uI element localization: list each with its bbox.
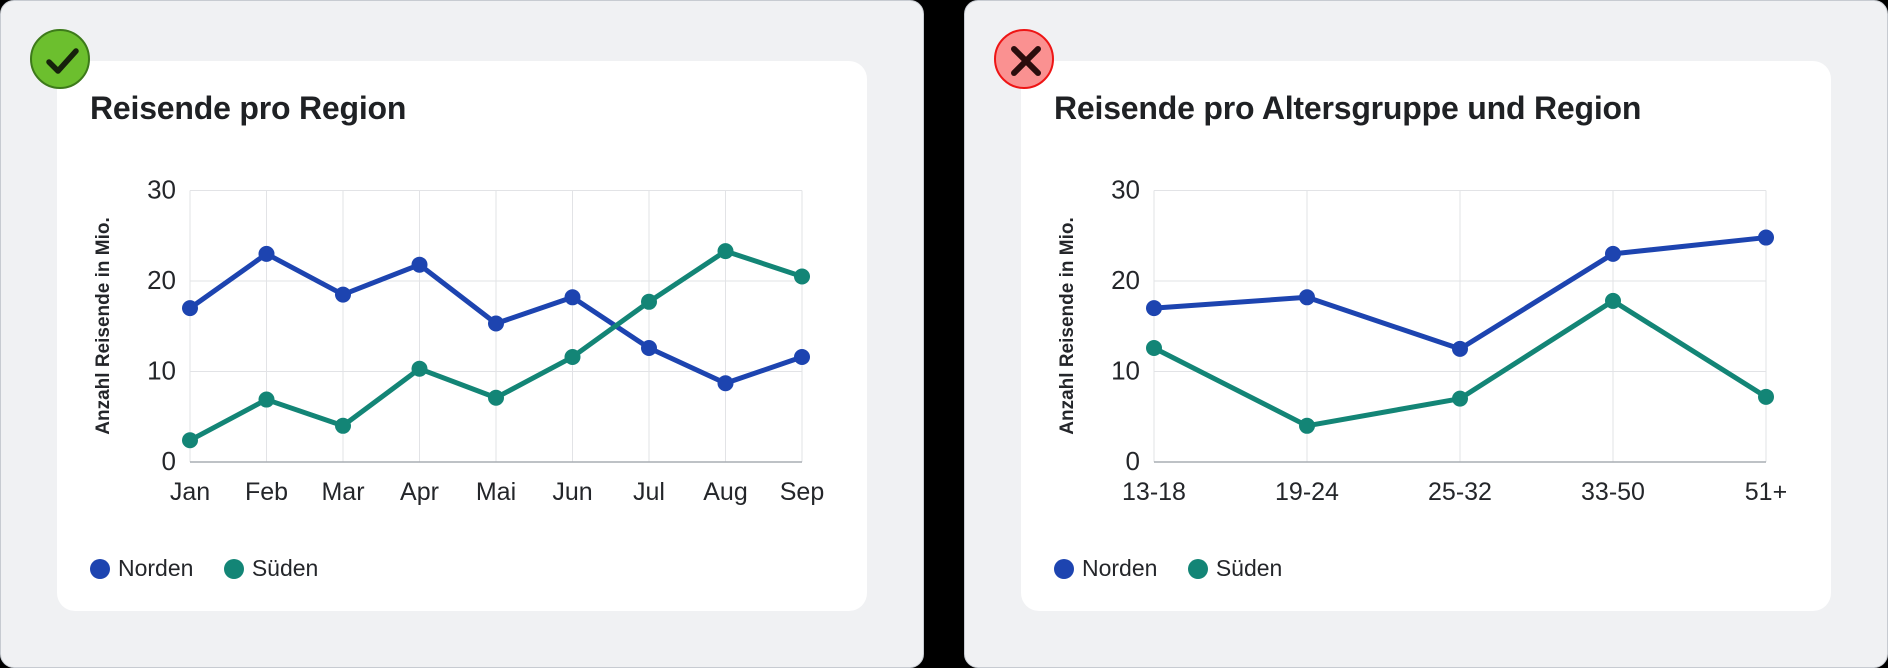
svg-text:Aug: Aug — [703, 478, 747, 506]
svg-text:30: 30 — [1111, 175, 1140, 205]
svg-text:19-24: 19-24 — [1275, 478, 1339, 506]
svg-text:10: 10 — [1111, 356, 1140, 386]
svg-text:30: 30 — [147, 175, 176, 205]
svg-text:Sep: Sep — [780, 478, 824, 506]
svg-text:25-32: 25-32 — [1428, 478, 1492, 506]
svg-text:20: 20 — [1111, 265, 1140, 295]
svg-text:Mar: Mar — [321, 478, 364, 506]
svg-text:10: 10 — [147, 356, 176, 386]
svg-text:0: 0 — [162, 446, 176, 476]
svg-text:Feb: Feb — [245, 478, 288, 506]
svg-text:Jul: Jul — [633, 478, 665, 506]
svg-text:0: 0 — [1126, 446, 1140, 476]
svg-text:Jun: Jun — [552, 478, 592, 506]
svg-text:20: 20 — [147, 265, 176, 295]
svg-text:33-50: 33-50 — [1581, 478, 1645, 506]
svg-text:Mai: Mai — [476, 478, 516, 506]
svg-text:Apr: Apr — [400, 478, 439, 506]
svg-text:51+: 51+ — [1745, 478, 1787, 506]
svg-text:Jan: Jan — [170, 478, 210, 506]
svg-text:13-18: 13-18 — [1122, 478, 1186, 506]
